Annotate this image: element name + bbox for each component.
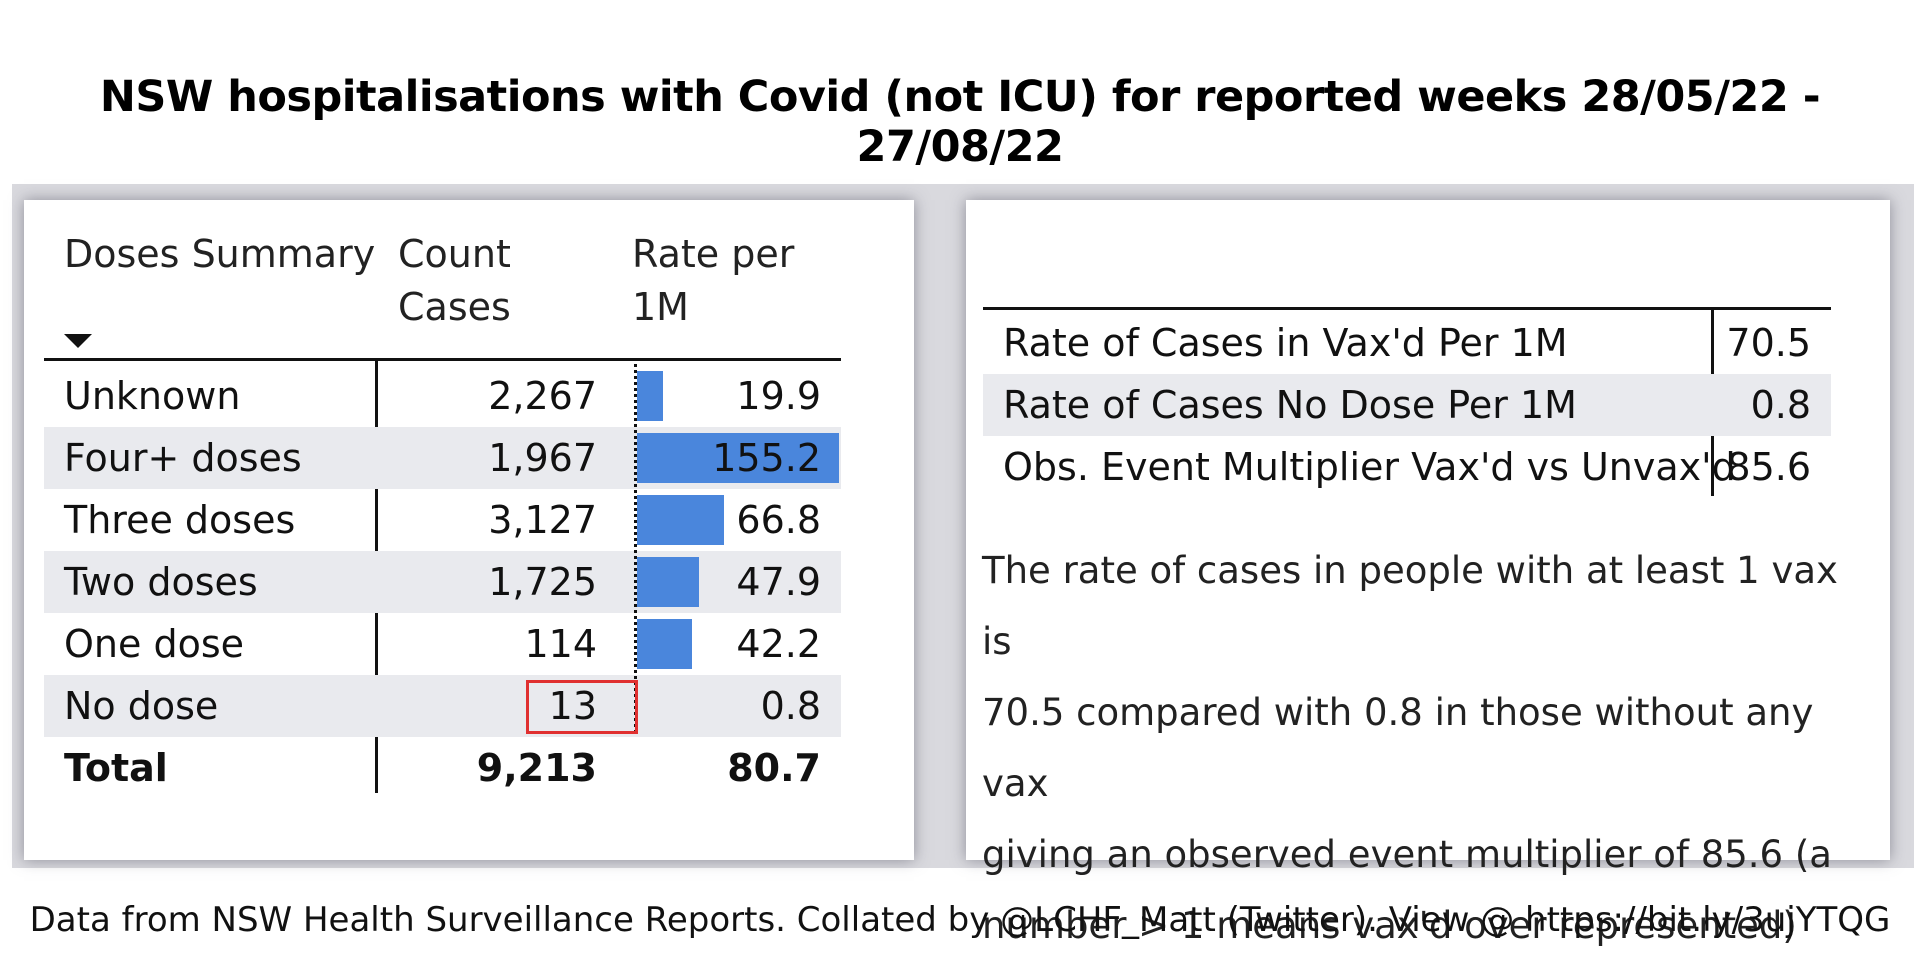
multiplier-row-no-dose-rate[interactable]: Rate of Cases No Dose Per 1M 0.8	[983, 374, 1831, 436]
summary-line-2: 70.5 compared with 0.8 in those without …	[982, 691, 1814, 805]
header-rate-line2: 1M	[632, 285, 689, 329]
row-rate: 0.8	[760, 684, 821, 728]
total-rate: 80.7	[727, 746, 821, 790]
multiplier-panel	[966, 200, 1890, 860]
row-label: Unknown	[64, 374, 241, 418]
row-label: No dose	[64, 684, 219, 728]
multiplier-row-vaxd-rate[interactable]: Rate of Cases in Vax'd Per 1M 70.5	[983, 312, 1831, 374]
multiplier-value: 70.5	[1726, 321, 1811, 365]
rate-bar	[637, 371, 663, 421]
row-rate: 19.9	[736, 374, 821, 418]
multiplier-top-rule	[983, 307, 1831, 310]
row-count: 114	[524, 622, 597, 666]
multiplier-label: Rate of Cases in Vax'd Per 1M	[1003, 321, 1568, 365]
summary-line-4: number > 1 means vax'd over represented)	[982, 904, 1797, 947]
header-count-line1: Count	[398, 232, 511, 276]
row-rate: 155.2	[712, 436, 821, 480]
multiplier-value: 85.6	[1726, 445, 1811, 489]
rate-bar	[637, 495, 724, 545]
sort-descending-icon[interactable]	[64, 334, 92, 348]
rate-bar	[637, 557, 699, 607]
source-footer: Data from NSW Health Surveillance Report…	[29, 900, 1891, 940]
multiplier-row-event-multiplier[interactable]: Obs. Event Multiplier Vax'd vs Unvax'd 8…	[983, 436, 1831, 498]
row-label: Three doses	[64, 498, 296, 542]
row-count: 1,725	[488, 560, 597, 604]
header-doses-summary[interactable]: Doses Summary	[64, 232, 376, 276]
table-row-total[interactable]: Total 9,213 80.7	[44, 737, 841, 799]
summary-text: The rate of cases in people with at leas…	[982, 535, 1862, 961]
table-row-unknown[interactable]: Unknown 2,267 19.9	[44, 365, 841, 427]
table-row-four-plus-doses[interactable]: Four+ doses 1,967 155.2	[44, 427, 841, 489]
total-count: 9,213	[476, 746, 597, 790]
multiplier-label: Rate of Cases No Dose Per 1M	[1003, 383, 1577, 427]
table-row-three-doses[interactable]: Three doses 3,127 66.8	[44, 489, 841, 551]
summary-line-3: giving an observed event multiplier of 8…	[982, 833, 1832, 876]
multiplier-value: 0.8	[1750, 383, 1811, 427]
summary-line-1: The rate of cases in people with at leas…	[982, 549, 1838, 663]
rate-bar	[637, 619, 692, 669]
rate-bar	[637, 433, 839, 483]
header-rate-line1: Rate per	[632, 232, 795, 276]
rate-bar-axis	[634, 358, 637, 733]
header-rate-per-1m[interactable]: Rate per 1M	[632, 228, 794, 334]
doses-summary-panel	[24, 200, 914, 860]
chart-title: NSW hospitalisations with Covid (not ICU…	[99, 72, 1821, 172]
row-rate: 66.8	[736, 498, 821, 542]
row-rate: 42.2	[736, 622, 821, 666]
row-rate: 47.9	[736, 560, 821, 604]
row-count: 2,267	[488, 374, 597, 418]
table-row-two-doses[interactable]: Two doses 1,725 47.9	[44, 551, 841, 613]
row-count: 1,967	[488, 436, 597, 480]
header-divider	[44, 358, 841, 361]
row-label: Two doses	[64, 560, 258, 604]
header-count-cases[interactable]: Count Cases	[398, 228, 511, 334]
table-row-one-dose[interactable]: One dose 114 42.2	[44, 613, 841, 675]
row-count: 3,127	[488, 498, 597, 542]
highlight-box	[526, 680, 638, 734]
header-count-line2: Cases	[398, 285, 511, 329]
row-label: One dose	[64, 622, 244, 666]
row-label: Four+ doses	[64, 436, 302, 480]
table-row-no-dose[interactable]: No dose 13 0.8	[44, 675, 841, 737]
total-label: Total	[64, 746, 168, 790]
multiplier-label: Obs. Event Multiplier Vax'd vs Unvax'd	[1003, 445, 1736, 489]
row-count: 13	[548, 684, 597, 728]
